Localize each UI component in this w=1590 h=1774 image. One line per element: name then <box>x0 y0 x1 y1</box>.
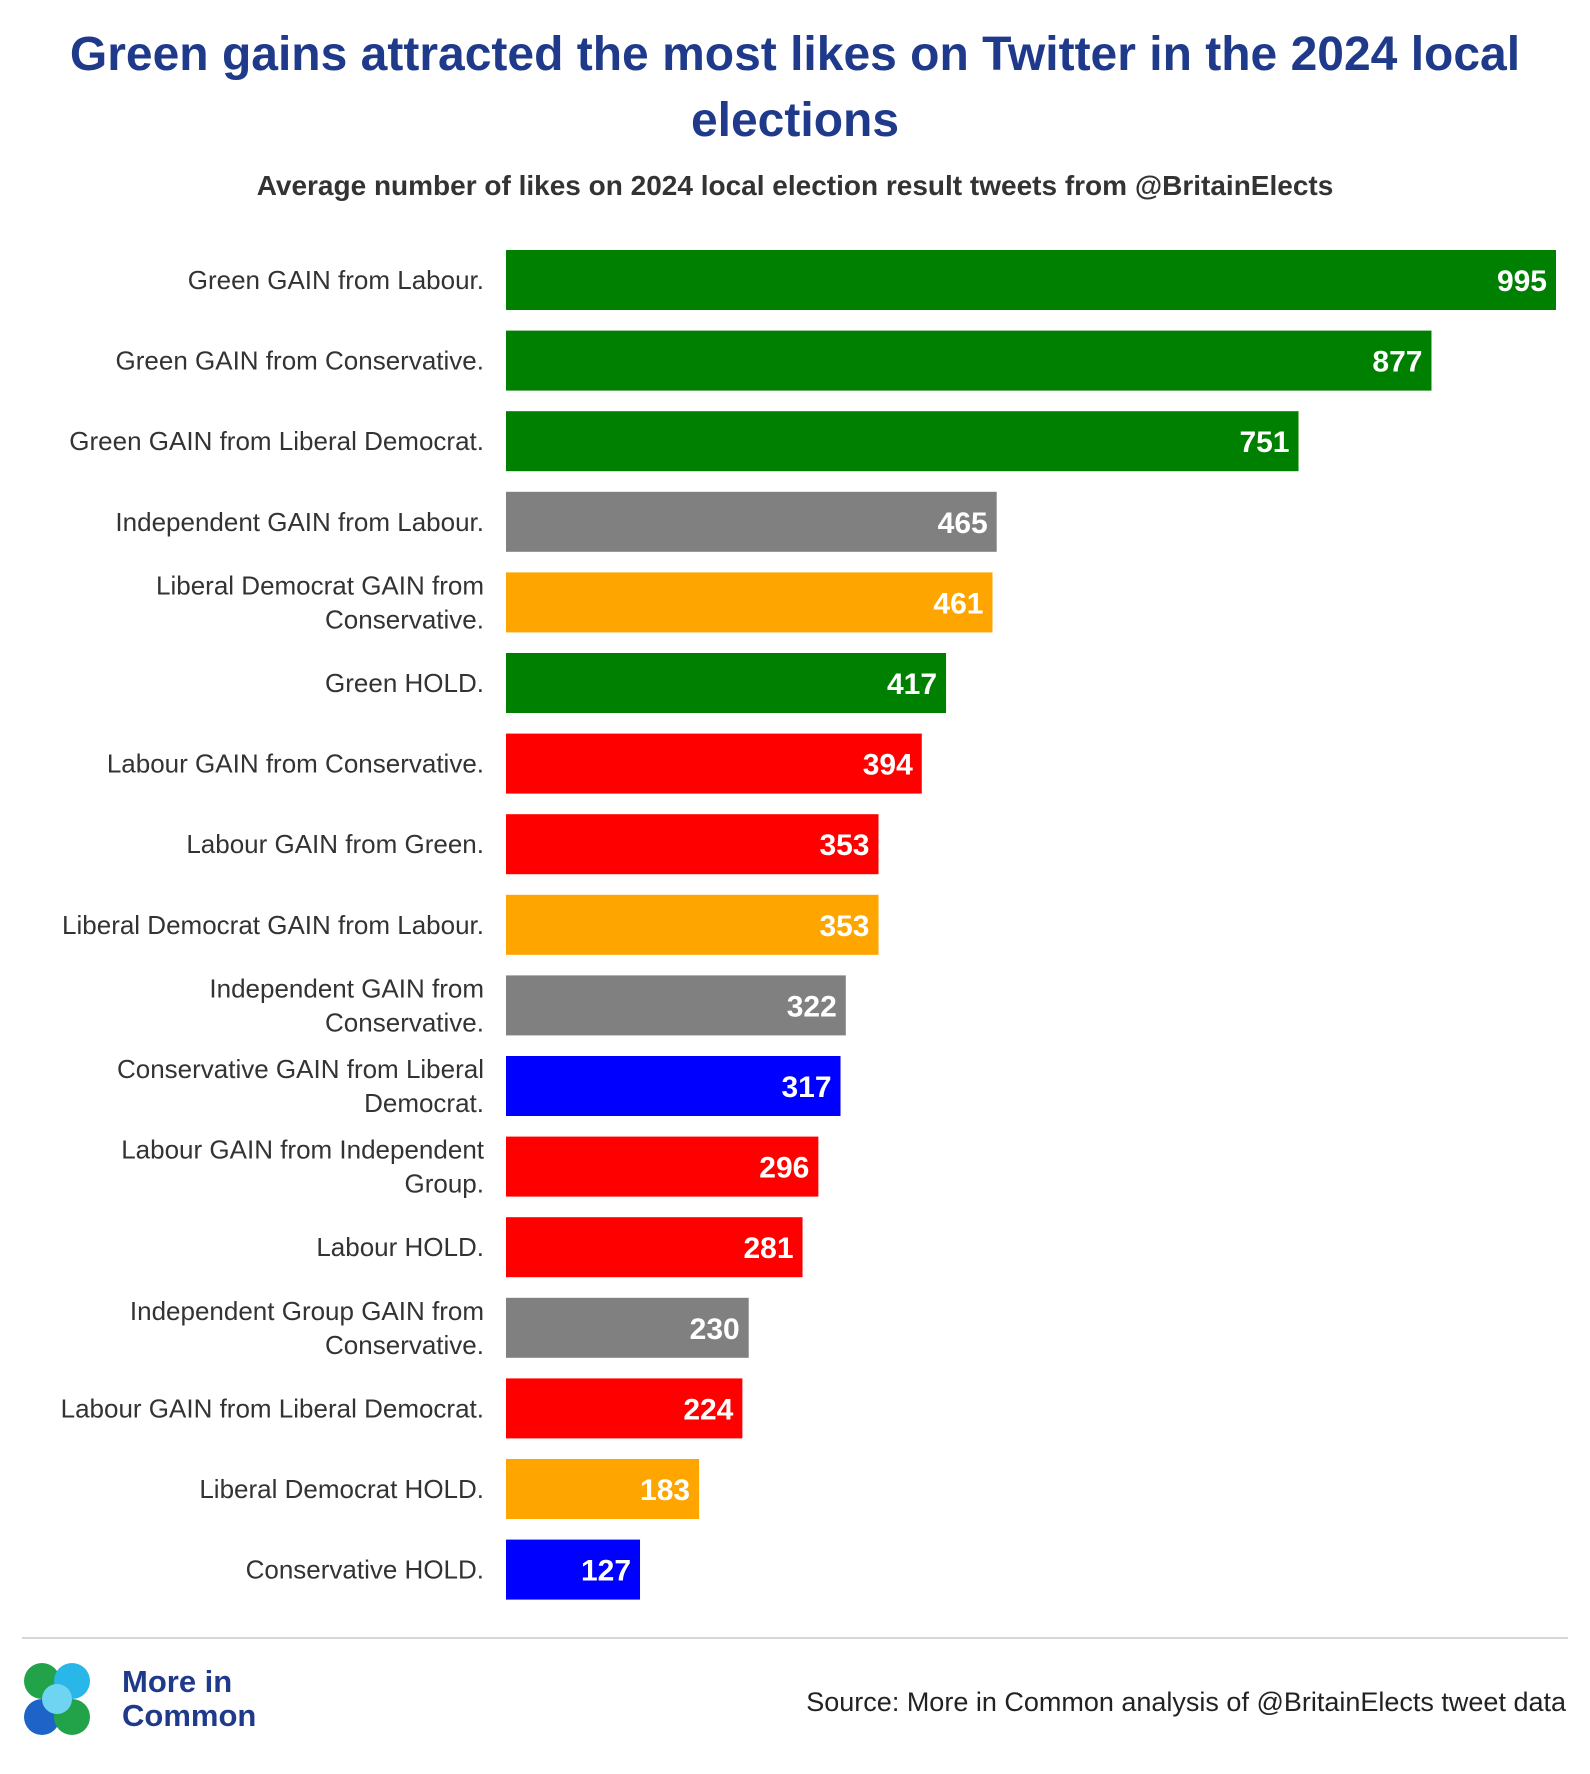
category-label-line: Liberal Democrat GAIN from Labour. <box>62 910 484 940</box>
category-label-line: Labour HOLD. <box>316 1232 484 1262</box>
bar <box>506 1056 841 1116</box>
category-label-line: Independent GAIN from <box>209 973 484 1003</box>
bar <box>506 653 947 713</box>
category-label: Labour GAIN from Green. <box>186 829 484 859</box>
bar-value-label: 281 <box>743 1232 793 1265</box>
category-label-line: Conservative. <box>325 1330 484 1360</box>
bar-chart: 995 Green GAIN from Labour. 877 Green GAIN … <box>61 250 1556 1600</box>
category-label-line: Labour GAIN from Liberal Democrat. <box>61 1393 484 1423</box>
category-label-line: Labour GAIN from Conservative. <box>107 749 484 779</box>
category-label: Labour GAIN from Liberal Democrat. <box>61 1393 484 1423</box>
bar-value-label: 230 <box>690 1313 740 1346</box>
category-label-line: Conservative. <box>325 1007 484 1037</box>
more-in-common-logo-icon <box>24 1663 90 1735</box>
bar <box>506 1136 819 1197</box>
bar-value-label: 317 <box>781 1071 831 1104</box>
bar <box>506 814 879 875</box>
category-label-line: Democrat. <box>364 1088 484 1118</box>
bar-value-label: 322 <box>787 990 837 1023</box>
category-label: Green GAIN from Labour. <box>188 265 484 295</box>
category-label: Conservative HOLD. <box>246 1555 484 1585</box>
bar <box>506 975 846 1036</box>
bar <box>506 894 879 955</box>
bar-value-label: 353 <box>819 910 869 943</box>
category-label: Green GAIN from Liberal Democrat. <box>69 426 484 456</box>
category-label: Independent GAIN from Labour. <box>115 507 484 537</box>
category-label-line: Labour GAIN from Green. <box>186 829 484 859</box>
bar-value-label: 461 <box>933 587 983 620</box>
category-label: Labour GAIN from Conservative. <box>107 749 484 779</box>
category-label-line: Labour GAIN from Independent <box>121 1135 485 1165</box>
bar-value-label: 394 <box>863 749 913 782</box>
bar-value-label: 224 <box>683 1393 733 1426</box>
bar-value-label: 417 <box>887 668 937 701</box>
bar <box>506 1297 749 1358</box>
chart-subtitle: Average number of likes on 2024 local el… <box>256 170 1334 201</box>
bar <box>506 250 1556 310</box>
logo-line-1: More in <box>122 1664 233 1699</box>
category-label-line: Liberal Democrat GAIN from <box>156 570 484 600</box>
footer-divider <box>22 1637 1568 1639</box>
bar <box>506 1217 803 1278</box>
category-label-line: Conservative HOLD. <box>246 1555 484 1585</box>
bar <box>506 733 922 794</box>
logo-wordmark: More in Common <box>122 1665 256 1733</box>
category-label: Independent GAIN from Conservative. <box>209 973 484 1037</box>
bar <box>506 1539 641 1600</box>
bar-value-label: 877 <box>1372 346 1422 379</box>
bar-value-label: 296 <box>759 1152 809 1185</box>
category-label-line: Conservative. <box>325 604 484 634</box>
bar <box>506 1459 700 1519</box>
category-label: Labour GAIN from Independent Group. <box>121 1135 485 1199</box>
bar-value-label: 183 <box>640 1474 690 1507</box>
bar-value-label: 353 <box>819 829 869 862</box>
bar-value-label: 995 <box>1497 265 1547 298</box>
bar <box>506 1378 743 1439</box>
bar-value-label: 751 <box>1239 426 1289 459</box>
bar <box>506 572 993 633</box>
category-label: Liberal Democrat GAIN from Labour. <box>62 910 484 940</box>
category-label-line: Green GAIN from Labour. <box>188 265 484 295</box>
source-note: Source: More in Common analysis of @Brit… <box>806 1687 1566 1717</box>
chart-title: Green gains attracted the most likes on … <box>69 28 1521 147</box>
category-label-line: Group. <box>405 1169 485 1199</box>
category-label-line: Liberal Democrat HOLD. <box>199 1474 484 1504</box>
category-label-line: Green GAIN from Conservative. <box>116 346 484 376</box>
category-label-line: Conservative GAIN from Liberal <box>117 1054 484 1084</box>
bar <box>506 491 997 552</box>
category-label: Independent Group GAIN from Conservative. <box>130 1296 484 1360</box>
category-label: Liberal Democrat HOLD. <box>199 1474 484 1504</box>
category-label-line: Independent GAIN from Labour. <box>115 507 484 537</box>
category-label: Conservative GAIN from Liberal Democrat. <box>117 1054 484 1118</box>
bar <box>506 411 1299 472</box>
logo-line-2: Common <box>122 1698 257 1733</box>
category-label: Liberal Democrat GAIN from Conservative. <box>156 570 484 634</box>
category-label: Labour HOLD. <box>316 1232 484 1262</box>
category-label: Green GAIN from Conservative. <box>116 346 484 376</box>
category-label-line: Green GAIN from Liberal Democrat. <box>69 426 484 456</box>
category-label: Green HOLD. <box>325 668 484 698</box>
bar-value-label: 127 <box>581 1555 631 1588</box>
bar <box>506 330 1432 391</box>
bar-value-label: 465 <box>938 507 988 540</box>
category-label-line: Independent Group GAIN from <box>130 1296 484 1326</box>
category-label-line: Green HOLD. <box>325 668 484 698</box>
